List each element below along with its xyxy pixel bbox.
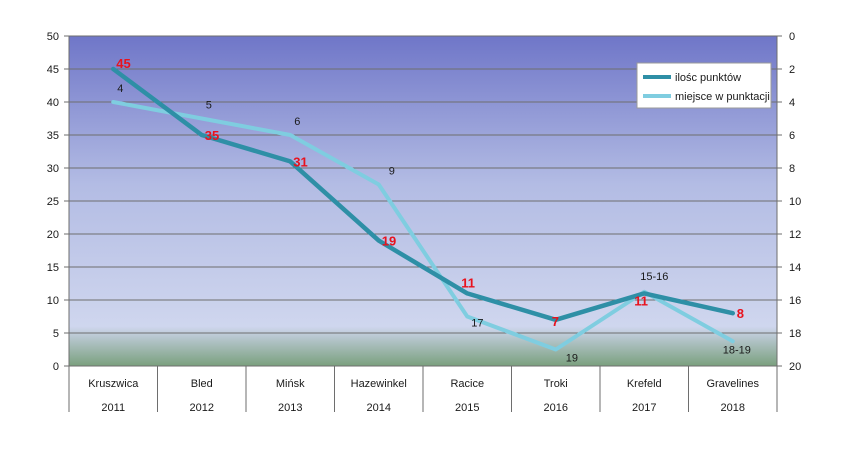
data-label: 4 [117, 83, 123, 95]
category-year-label: 2011 [101, 402, 125, 414]
right-axis-tick-label: 6 [789, 130, 795, 142]
right-axis-tick-label: 2 [789, 64, 795, 76]
category-label: Krefeld [627, 378, 662, 390]
data-label: 19 [566, 353, 578, 365]
right-axis-tick-label: 20 [789, 361, 801, 373]
data-label: 45 [116, 56, 130, 71]
left-axis-tick-label: 15 [47, 262, 59, 274]
legend-label: miejsce w punktacji [675, 91, 770, 103]
left-axis-tick-label: 50 [47, 31, 59, 43]
right-axis-tick-label: 0 [789, 31, 795, 43]
right-axis-tick-label: 8 [789, 163, 795, 175]
data-label: 19 [382, 234, 396, 249]
category-year-label: 2014 [367, 402, 391, 414]
right-axis-tick-label: 4 [789, 97, 795, 109]
data-label: 5 [206, 100, 212, 112]
series-line [111, 100, 735, 352]
left-axis-tick-label: 0 [53, 361, 59, 373]
right-axis-tick-label: 10 [789, 196, 801, 208]
left-axis-tick-label: 35 [47, 130, 59, 142]
data-label: 35 [205, 128, 219, 143]
category-label: Bled [191, 378, 213, 390]
left-axis-tick-label: 5 [53, 328, 59, 340]
left-axis-tick-label: 25 [47, 196, 59, 208]
category-label: Gravelines [706, 378, 759, 390]
right-axis-tick-label: 18 [789, 328, 801, 340]
data-label: 8 [737, 306, 744, 321]
legend-label: ilośc punktów [675, 72, 741, 84]
data-label: 11 [634, 293, 648, 308]
category-label: Hazewinkel [351, 378, 407, 390]
data-label: 9 [389, 166, 395, 178]
series-line [111, 66, 735, 323]
data-label: 6 [294, 116, 300, 128]
data-label: 7 [552, 314, 559, 329]
data-label: 17 [471, 318, 483, 330]
category-year-label: 2012 [190, 402, 214, 414]
left-axis-tick-label: 40 [47, 97, 59, 109]
category-year-label: 2015 [455, 402, 479, 414]
category-year-label: 2013 [278, 402, 302, 414]
left-axis-tick-label: 10 [47, 295, 59, 307]
data-label: 15-16 [640, 271, 668, 283]
category-label: Racice [450, 378, 484, 390]
category-year-label: 2018 [721, 402, 745, 414]
right-axis-tick-label: 16 [789, 295, 801, 307]
right-axis-tick-label: 14 [789, 262, 801, 274]
data-label: 18-19 [723, 344, 751, 356]
right-axis-tick-label: 12 [789, 229, 801, 241]
left-axis-tick-label: 30 [47, 163, 59, 175]
left-axis-tick-label: 45 [47, 64, 59, 76]
category-label: Mińsk [276, 378, 305, 390]
left-axis-tick-label: 20 [47, 229, 59, 241]
data-label: 11 [461, 275, 475, 290]
legend-box [636, 62, 772, 109]
category-label: Troki [544, 378, 568, 390]
category-label: Kruszwica [88, 378, 139, 390]
category-year-label: 2016 [544, 402, 568, 414]
category-year-label: 2017 [632, 402, 656, 414]
data-label: 31 [293, 154, 307, 169]
